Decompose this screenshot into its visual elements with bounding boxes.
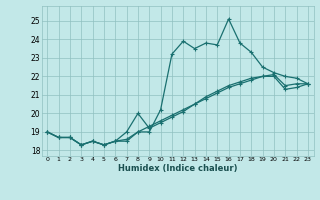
X-axis label: Humidex (Indice chaleur): Humidex (Indice chaleur) [118, 164, 237, 173]
